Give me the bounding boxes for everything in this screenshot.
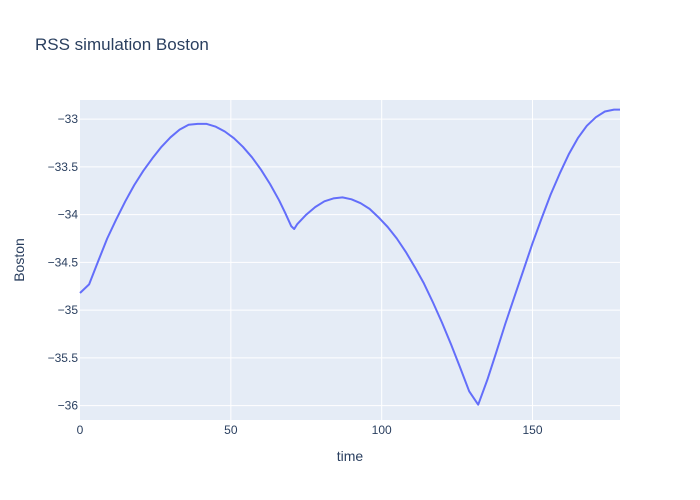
- chart-title: RSS simulation Boston: [35, 35, 209, 54]
- plot-area: [80, 100, 620, 420]
- y-axis-label: Boston: [11, 238, 27, 282]
- y-tick-label: −35.5: [48, 351, 79, 365]
- y-tick-label: −34: [58, 208, 79, 222]
- gridlines: [80, 100, 620, 420]
- y-tick-label: −33.5: [48, 160, 79, 174]
- tick-labels: 0 50 100 150 −33 −33.5 −34 −34.5 −35 −35.5 −36: [48, 112, 543, 437]
- series-lines: [79, 108, 620, 406]
- x-tick-label: 0: [77, 423, 84, 437]
- y-tick-label: −35: [58, 303, 79, 317]
- x-axis-label: time: [337, 448, 364, 464]
- series-line: [79, 108, 620, 406]
- x-tick-label: 150: [522, 423, 542, 437]
- y-tick-label: −34.5: [48, 255, 79, 269]
- x-tick-label: 100: [372, 423, 392, 437]
- x-tick-label: 50: [224, 423, 238, 437]
- y-tick-label: −33: [58, 112, 79, 126]
- y-tick-label: −36: [58, 399, 79, 413]
